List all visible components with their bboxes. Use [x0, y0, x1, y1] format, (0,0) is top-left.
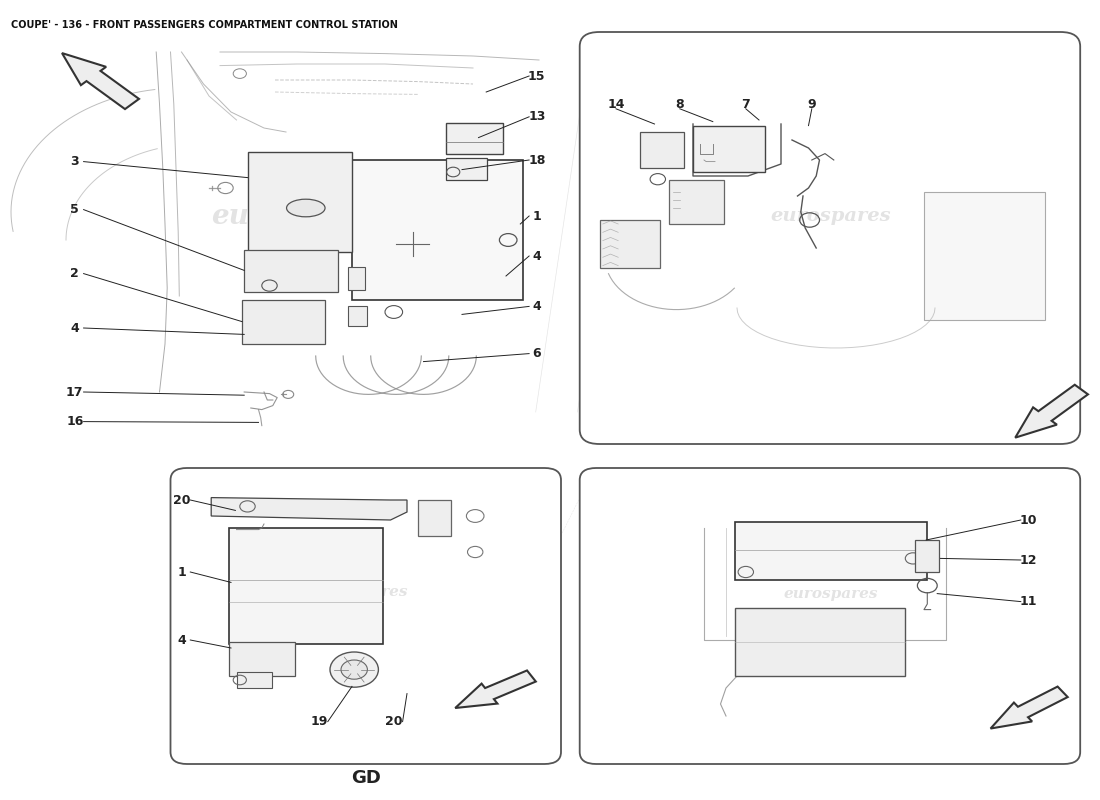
Bar: [348, 306, 367, 326]
FancyBboxPatch shape: [580, 32, 1080, 444]
Text: 18: 18: [528, 154, 546, 166]
Bar: [352, 160, 522, 300]
Text: 5: 5: [70, 203, 79, 216]
Text: 12: 12: [1020, 554, 1037, 566]
Text: GD: GD: [351, 769, 382, 786]
Text: 3: 3: [70, 155, 79, 168]
Bar: [236, 672, 272, 688]
Polygon shape: [455, 670, 536, 708]
Text: 15: 15: [528, 70, 546, 82]
Text: 1: 1: [177, 566, 186, 578]
Bar: [242, 300, 324, 344]
Polygon shape: [1015, 385, 1088, 438]
Circle shape: [341, 660, 367, 679]
Text: 1: 1: [532, 210, 541, 222]
Text: COUPE' - 136 - FRONT PASSENGERS COMPARTMENT CONTROL STATION: COUPE' - 136 - FRONT PASSENGERS COMPARTM…: [11, 20, 398, 30]
Bar: [348, 267, 365, 290]
Text: 20: 20: [173, 494, 190, 506]
Text: 14: 14: [607, 98, 625, 110]
Bar: [693, 126, 764, 172]
Bar: [600, 220, 660, 268]
Text: 4: 4: [70, 322, 79, 334]
Bar: [640, 132, 684, 168]
Bar: [669, 180, 724, 224]
FancyBboxPatch shape: [170, 468, 561, 764]
Bar: [446, 123, 503, 154]
Bar: [229, 642, 295, 676]
Text: 13: 13: [528, 110, 546, 123]
Bar: [735, 522, 927, 580]
Bar: [244, 250, 338, 292]
Polygon shape: [62, 53, 139, 109]
Text: 2: 2: [70, 267, 79, 280]
Bar: [446, 158, 487, 180]
Ellipse shape: [286, 199, 326, 217]
Text: 11: 11: [1020, 595, 1037, 608]
Text: 7: 7: [741, 98, 750, 110]
Text: 10: 10: [1020, 514, 1037, 526]
Text: 4: 4: [177, 634, 186, 646]
Text: 4: 4: [532, 300, 541, 313]
Text: 17: 17: [66, 386, 84, 398]
Bar: [915, 540, 939, 572]
Bar: [229, 528, 383, 644]
Text: eurospares: eurospares: [314, 585, 408, 599]
Bar: [248, 152, 352, 252]
Text: eurospares: eurospares: [770, 207, 891, 225]
Text: 19: 19: [310, 715, 328, 728]
Text: 9: 9: [807, 98, 816, 110]
Text: eurospares: eurospares: [783, 586, 878, 601]
FancyBboxPatch shape: [580, 468, 1080, 764]
Bar: [418, 500, 451, 536]
Text: eurospares: eurospares: [211, 202, 383, 230]
Bar: [924, 192, 1045, 320]
Bar: [735, 608, 905, 676]
Text: 6: 6: [532, 347, 541, 360]
Polygon shape: [991, 686, 1068, 729]
Text: 20: 20: [385, 715, 403, 728]
Text: 16: 16: [66, 415, 84, 428]
Text: 8: 8: [675, 98, 684, 110]
Circle shape: [330, 652, 378, 687]
Text: 4: 4: [532, 250, 541, 262]
Polygon shape: [211, 498, 407, 520]
